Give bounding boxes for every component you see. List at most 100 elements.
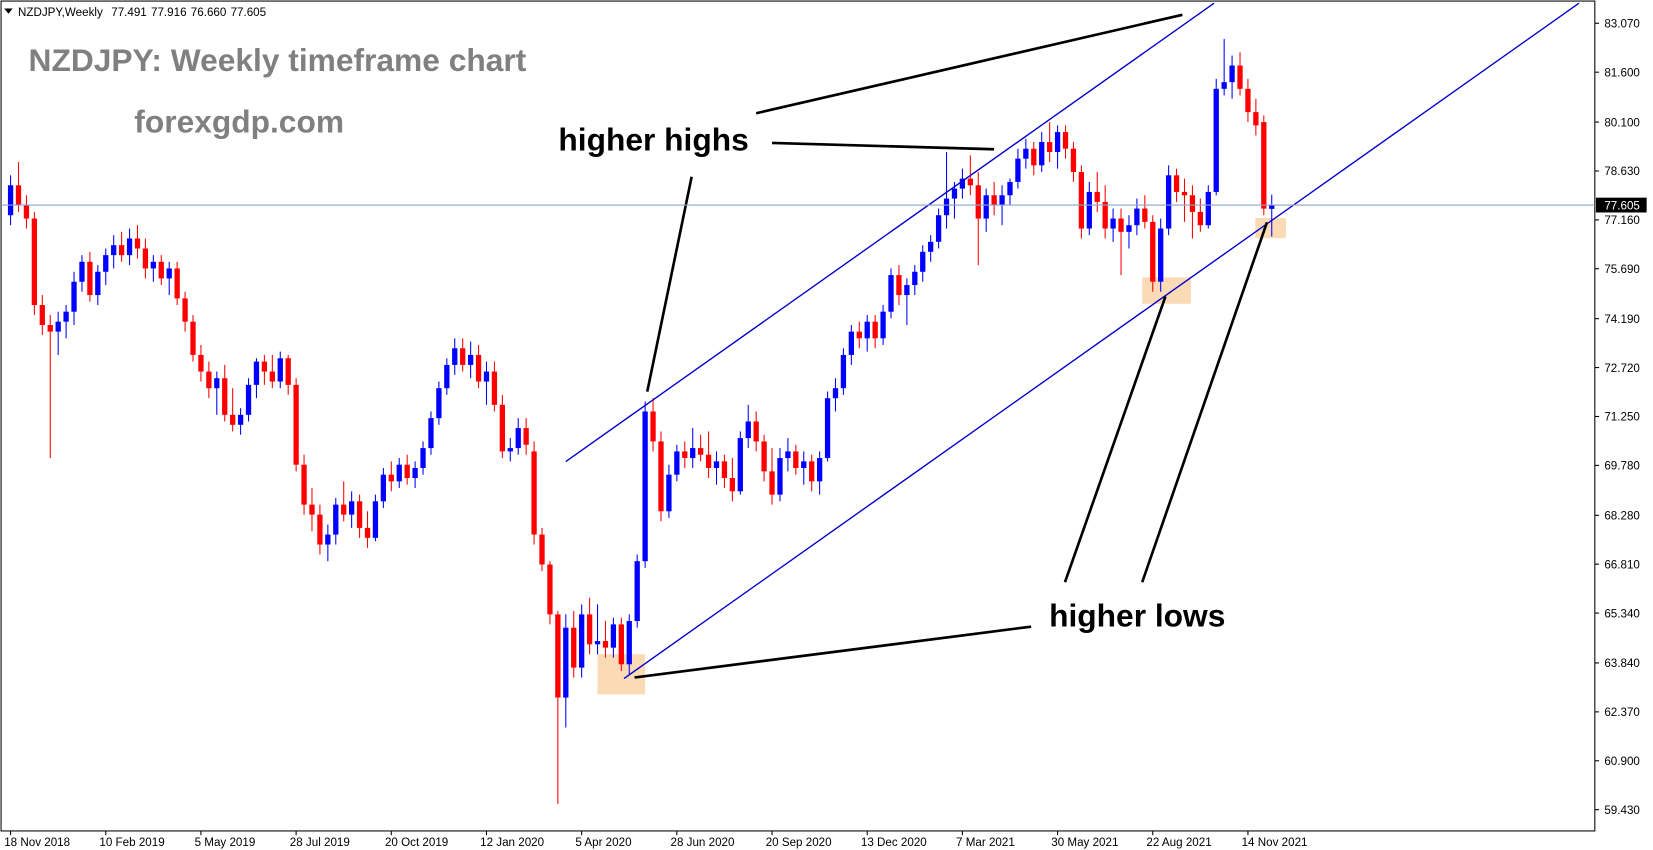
annotation: higher lows [1049,598,1225,634]
candle-body [1261,122,1267,209]
candle-body [1189,195,1196,212]
candle-body [967,178,973,186]
channel-line [565,2,1215,463]
candle-body [769,471,775,495]
candle-body [658,441,664,512]
x-tick-label: 28 Jun 2020 [671,836,736,849]
candle-body [666,474,672,512]
candle-body [1110,218,1116,229]
candle-body [467,354,474,365]
x-tick-label: 13 Dec 2020 [861,836,927,849]
candle-body [364,527,371,538]
candle-body [95,271,101,296]
candle-body [1094,191,1100,202]
candle-body [182,298,188,322]
x-tick-label: 12 Jan 2020 [480,836,545,849]
candle-body [975,185,981,219]
candle-body [1181,191,1188,196]
candle-body [547,564,553,615]
candle-body [1150,221,1156,282]
candle-body [245,384,252,415]
candle-body [602,641,609,648]
candle-body [991,195,997,206]
candle-body [610,624,617,648]
candle-body [563,627,569,698]
chart-title: NZDJPY: Weekly timeframe chart [29,42,527,78]
candle-body [674,451,680,475]
candle-body [579,614,585,668]
candle-body [499,404,505,452]
candle-body [349,501,355,515]
candle-body [412,468,418,479]
candle-body [63,311,69,322]
candle-body [1015,158,1021,182]
candle-body [15,185,22,206]
y-tick-label: 65.340 [1604,607,1640,620]
candle-body [483,371,490,382]
candle-body [166,268,172,279]
y-tick-label: 74.190 [1604,313,1640,326]
pointer-line [755,13,1183,115]
candle-body [142,248,149,269]
candle-body [840,354,847,389]
candle-body [71,281,77,312]
y-tick-label: 83.070 [1604,18,1640,31]
candle-body [1102,201,1108,229]
candle-body [745,421,751,439]
x-tick-label: 7 Mar 2021 [956,836,1015,849]
x-tick-label: 5 May 2019 [195,836,256,849]
candle-body [118,245,125,256]
candle-body [103,255,109,272]
pointers [634,13,1269,679]
candle-body [1054,132,1061,153]
x-tick-label: 20 Oct 2019 [385,836,448,849]
candle-body [372,501,379,538]
current-price-box [1595,197,1647,213]
menu-triangle [4,8,13,14]
candle-body [1031,148,1037,166]
candle-body [1039,142,1045,166]
candle-body [55,321,61,332]
candle-body [951,188,958,199]
y-tick-label: 69.780 [1604,460,1640,473]
candle-body [896,275,902,296]
candle-body [126,238,133,256]
candle-body [832,388,839,399]
candle-body [491,371,498,405]
candle-body [1142,208,1148,222]
candle-body [39,305,45,325]
candle-body [158,261,164,279]
y-tick-label: 68.280 [1604,509,1640,522]
candle-body [452,348,458,365]
x-tick-label: 10 Feb 2019 [99,836,164,849]
y-tick-label: 71.250 [1604,411,1640,424]
candle-body [785,451,791,459]
candle-body [269,371,275,382]
candle-body [848,331,854,355]
candle-body [325,534,331,545]
candle-body [253,361,260,385]
highlight-box [1142,277,1191,304]
candle-body [309,504,315,515]
candle-body [721,461,728,479]
candle-body [444,364,450,389]
candle-body [1134,208,1140,226]
pointer-line [1063,295,1167,583]
candle-body [793,451,799,469]
x-tick-label: 20 Sep 2020 [766,836,832,849]
candle-body [777,458,783,495]
x-tick-label: 18 Nov 2018 [4,836,70,849]
ohlc-high: 77.916 [151,6,187,19]
candle-body [888,275,894,312]
ohlc-open: 77.491 [111,6,147,19]
candle-body [1070,148,1077,172]
candle-body [935,215,942,242]
candle-body [539,534,545,565]
candle-body [1023,148,1029,159]
candle-body [174,268,180,299]
candle-body [317,514,323,545]
candle-body [475,354,482,382]
y-tick-label: 77.160 [1604,214,1640,227]
candle-body [1269,205,1275,209]
candle-body [959,178,966,189]
